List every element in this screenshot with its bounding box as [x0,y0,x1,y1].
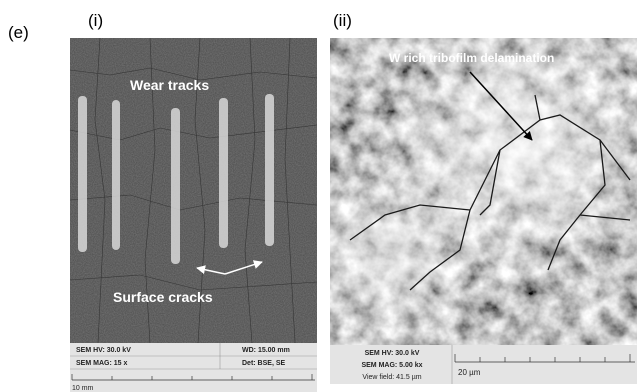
info-bar-left: SEM HV: 30.0 kV WD: 15.00 mm SEM MAG: 15… [70,343,317,392]
annotation: W rich tribofilm delamination [389,51,554,65]
info-text: View field: 41.5 µm [362,374,421,381]
sem-image-left: Wear tracks Surface cracks [70,38,317,343]
scale-label: 20 µm [458,368,481,377]
annotation: Surface cracks [113,289,213,305]
subpanel-label: (i) [88,11,103,30]
annotation: Wear tracks [130,77,209,93]
figure: (e) (i) (ii) Wear tracks Surface cracks [0,0,637,392]
info-text: WD: 15.00 mm [242,347,290,354]
info-text: SEM MAG: 15 x [76,360,127,367]
info-text: SEM HV: 30.0 kV [365,350,420,357]
info-bar-right: SEM HV: 30.0 kV SEM MAG: 5.00 kx View fi… [330,345,637,384]
info-text: SEM MAG: 5.00 kx [361,362,422,369]
sem-image-right: W rich tribofilm delamination [330,38,637,345]
info-text: Det: BSE, SE [242,360,286,367]
info-text: SEM HV: 30.0 kV [76,347,131,354]
scale-label: 10 mm [72,385,94,392]
subpanel-label: (ii) [333,11,352,30]
panel-label: (e) [8,23,29,42]
